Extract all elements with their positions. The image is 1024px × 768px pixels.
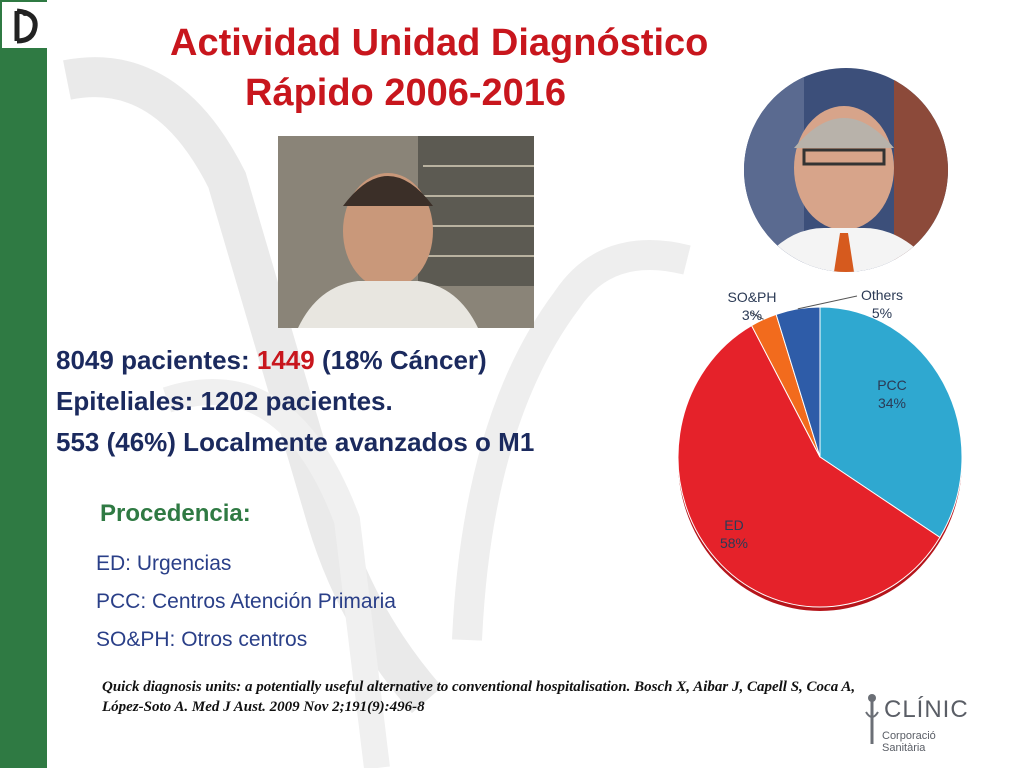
procedencia-list: ED: Urgencias PCC: Centros Atención Prim…	[96, 545, 396, 659]
stats-line-epithelial: Epiteliales: 1202 pacientes.	[56, 386, 393, 416]
title-line-1: Actividad Unidad Diagnóstico	[170, 22, 709, 64]
circular-portrait-photo	[744, 68, 948, 272]
stats-line-patients: 8049 pacientes: 1449 (18% Cáncer)	[56, 340, 534, 381]
slice-label: ED	[724, 517, 743, 533]
procedencia-item: SO&PH: Otros centros	[96, 628, 308, 651]
clinic-logo: CLÍNIC Corporació Sanitària	[862, 692, 982, 754]
procedencia-heading: Procedencia:	[100, 500, 251, 527]
reference-citation: Quick diagnosis units: a potentially use…	[102, 679, 856, 715]
slide-title: Actividad Unidad Diagnóstico Rápido 2006…	[110, 18, 870, 118]
slide-logo-icon	[2, 2, 48, 48]
procedencia-item: ED: Urgencias	[96, 552, 232, 575]
slice-value: 34%	[878, 395, 906, 411]
patients-total: 8049 pacientes:	[56, 345, 257, 375]
clinic-name: CLÍNIC	[884, 696, 969, 723]
pie-slice-others	[775, 306, 821, 458]
cancer-percent: (18% Cáncer)	[314, 345, 487, 375]
slice-value: 3%	[742, 307, 762, 323]
cancer-count: 1449	[256, 345, 315, 375]
title-line-2: Rápido 2006-2016	[245, 72, 567, 114]
leader-line	[749, 311, 764, 320]
slice-label: SO&PH	[727, 289, 776, 305]
background-watermark	[63, 57, 691, 768]
stats-line-advanced: 553 (46%) Localmente avanzados o M1	[56, 427, 535, 457]
slice-value: 58%	[720, 535, 748, 551]
slice-value: 5%	[872, 305, 892, 321]
leader-line	[797, 295, 858, 310]
pie-slice-pcc	[819, 306, 963, 539]
origin-pie-chart: PCC 34% ED 58% SO&PH 3% Others 5%	[677, 287, 963, 611]
portrait-photo	[278, 136, 534, 328]
clinic-subtitle: Corporació Sanitària	[882, 730, 936, 754]
statistics-block: 8049 pacientes: 1449 (18% Cáncer) Epitel…	[56, 340, 534, 463]
slice-label: PCC	[877, 377, 907, 393]
pie-slice-ed	[677, 324, 941, 608]
slice-label: Others	[861, 287, 903, 303]
green-sidebar	[0, 0, 48, 768]
clinic-logo-icon	[865, 694, 879, 744]
procedencia-item: PCC: Centros Atención Primaria	[96, 590, 396, 613]
